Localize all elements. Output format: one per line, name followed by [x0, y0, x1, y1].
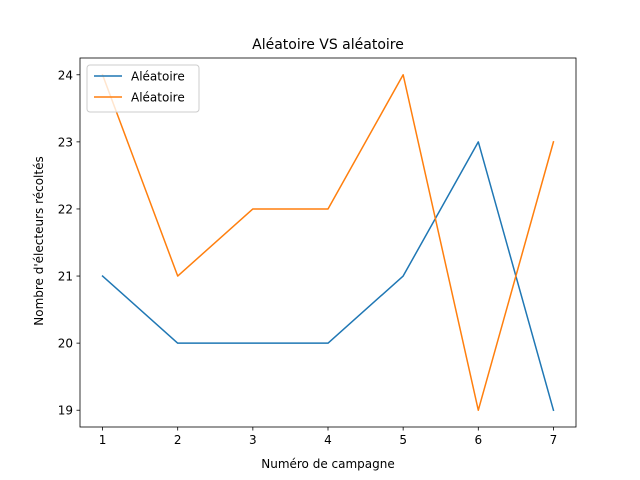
y-tick-label: 20 [58, 337, 73, 351]
x-tick-label: 4 [324, 433, 332, 447]
chart-title: Aléatoire VS aléatoire [252, 37, 404, 53]
y-tick-label: 24 [58, 68, 73, 82]
y-tick-label: 22 [58, 202, 73, 216]
series-line-2 [101, 73, 555, 411]
y-tick-label: 23 [58, 135, 73, 149]
x-tick-label: 6 [474, 433, 482, 447]
x-tick-label: 3 [249, 433, 257, 447]
x-tick-label: 1 [99, 433, 107, 447]
legend-label-1: Aléatoire [131, 70, 185, 84]
x-axis-label: Numéro de campagne [261, 457, 395, 471]
x-tick-label: 7 [550, 433, 558, 447]
legend-label-2: Aléatoire [131, 91, 185, 105]
y-tick-label: 19 [58, 404, 73, 418]
legend: Aléatoire Aléatoire [86, 64, 200, 113]
series-line-1 [101, 141, 555, 412]
y-tick-label: 21 [58, 270, 73, 284]
x-tick-label: 5 [399, 433, 407, 447]
y-axis-label: Nombre d'électeurs récoltés [32, 156, 46, 325]
x-tick-label: 2 [174, 433, 182, 447]
